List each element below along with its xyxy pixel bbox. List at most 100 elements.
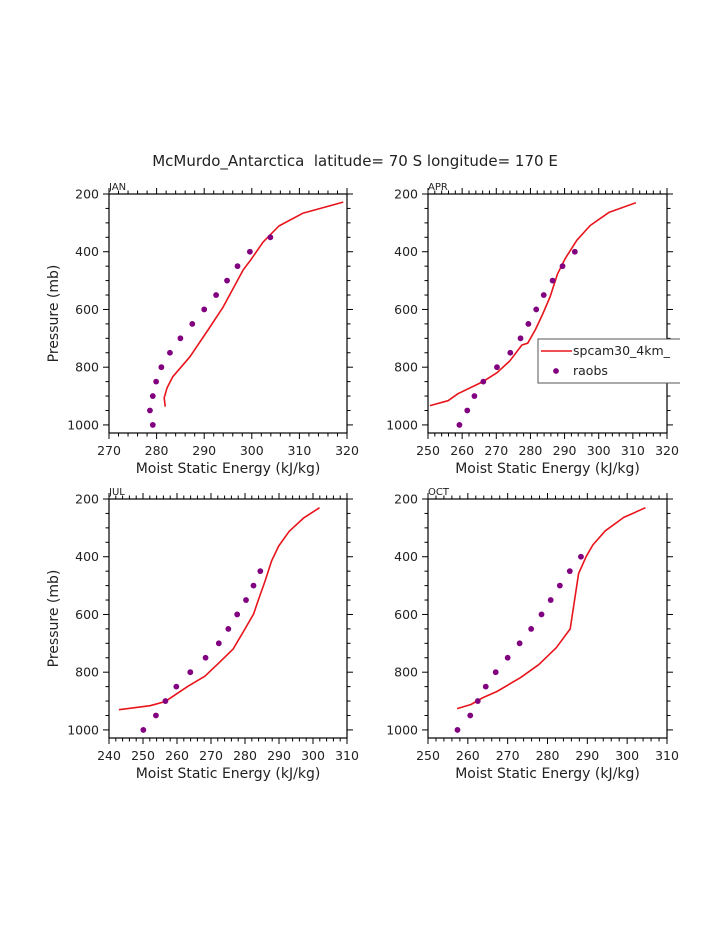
panel-jan: JAN 270 280 290 300 310 320 200 400 600 800 1000 Moi…	[46, 182, 359, 477]
legend-marker-swatch	[553, 368, 559, 374]
raobs-point	[149, 422, 156, 428]
legend-box	[537, 338, 680, 384]
x-tick-label: 290	[553, 443, 577, 458]
raobs-point	[215, 640, 222, 647]
x-tick-label: 270	[484, 443, 508, 458]
raobs-point	[538, 611, 545, 618]
raobs-point	[173, 683, 180, 690]
raobs-point	[213, 292, 220, 298]
x-tick-label: 310	[621, 443, 645, 458]
x-tick-label: 320	[335, 443, 359, 458]
y-tick-label: 1000	[386, 722, 418, 737]
y-tick-label: 800	[75, 360, 99, 375]
raobs-point	[474, 698, 481, 704]
y-tick-label: 200	[75, 492, 99, 507]
y-tick-label: 200	[394, 492, 418, 507]
x-tick-label: 280	[233, 748, 257, 763]
raobs-point	[246, 248, 253, 255]
raobs-point	[525, 320, 532, 327]
raobs-point	[517, 335, 524, 342]
x-tick-label: 280	[536, 748, 560, 763]
y-tick-label: 600	[394, 302, 418, 317]
x-tick-label: 290	[575, 748, 599, 763]
model-line-jan	[163, 201, 344, 407]
raobs-point	[158, 364, 165, 371]
raobs-point	[267, 234, 274, 241]
model-line-oct	[456, 506, 646, 710]
raobs-point	[549, 277, 556, 284]
raobs-point	[492, 669, 499, 676]
x-axis-label: Moist Static Energy (kJ/kg)	[455, 766, 640, 782]
x-tick-label: 290	[267, 748, 291, 763]
panels-group: JAN 270 280 290 300 310 320 200 400 600 800 1000 Moi…	[46, 182, 680, 782]
panel-jul: JUL 240 250 260 270 280 290 300 310 200 400 600 800 1…	[46, 487, 359, 782]
data-group	[454, 506, 646, 733]
x-tick-label: 320	[655, 443, 679, 458]
model-line-jul	[118, 507, 320, 711]
raobs-point	[250, 582, 257, 589]
plot-frame	[108, 498, 348, 739]
raobs-point	[177, 335, 184, 342]
y-tick-label: 800	[75, 665, 99, 680]
y-tick-label: 200	[75, 187, 99, 202]
y-axis-label: Pressure (mb)	[46, 265, 62, 363]
raobs-point	[454, 727, 461, 733]
raobs-point	[507, 349, 514, 356]
x-tick-label: 310	[335, 748, 359, 763]
raobs-point	[547, 597, 554, 603]
raobs-point	[140, 727, 147, 733]
x-tick-label: 240	[97, 748, 121, 763]
x-tick-label: 300	[587, 443, 611, 458]
x-tick-label: 270	[97, 443, 121, 458]
panel-label: JAN	[108, 182, 126, 193]
raobs-point	[153, 378, 160, 385]
y-tick-label: 400	[75, 244, 99, 259]
raobs-point	[147, 407, 153, 414]
x-tick-label: 300	[240, 443, 264, 458]
panel-oct: OCT 250 260 270 280 290 300 310 200 400 600 800 1000…	[386, 487, 679, 782]
raobs-point	[153, 712, 159, 719]
y-tick-label: 1000	[386, 417, 418, 432]
raobs-point	[471, 393, 478, 399]
x-axis-label: Moist Static Energy (kJ/kg)	[455, 461, 640, 477]
x-tick-label: 310	[287, 443, 311, 458]
legend-label-obs: raobs	[573, 363, 608, 378]
raobs-point	[464, 407, 471, 414]
raobs-point	[243, 597, 249, 603]
raobs-point	[187, 669, 194, 676]
x-tick-label: 280	[145, 443, 169, 458]
y-tick-label: 1000	[67, 417, 99, 432]
plot-frame	[427, 498, 668, 739]
panel-label: JUL	[108, 487, 125, 498]
data-group	[429, 201, 637, 428]
x-tick-label: 250	[416, 443, 440, 458]
raobs-point	[482, 683, 489, 690]
figure-title: McMurdo_Antarctica latitude= 70 S longit…	[152, 152, 558, 171]
data-group	[147, 201, 344, 428]
raobs-point	[528, 625, 535, 632]
y-tick-label: 200	[394, 187, 418, 202]
raobs-point	[257, 568, 264, 575]
y-tick-label: 400	[394, 549, 418, 564]
raobs-point	[556, 582, 563, 589]
raobs-point	[167, 349, 173, 356]
raobs-point	[578, 553, 584, 560]
y-tick-label: 800	[394, 665, 418, 680]
data-group	[118, 507, 320, 733]
plot-frame	[108, 193, 348, 434]
raobs-point	[224, 277, 230, 284]
raobs-point	[494, 364, 500, 371]
raobs-point	[516, 640, 523, 647]
y-axis-label: Pressure (mb)	[46, 570, 62, 668]
raobs-point	[225, 625, 232, 632]
raobs-point	[202, 654, 209, 661]
raobs-point	[234, 611, 241, 618]
y-tick-label: 600	[75, 302, 99, 317]
x-tick-label: 310	[655, 748, 679, 763]
legend: spcam30_4km_raobs	[537, 338, 680, 384]
raobs-point	[504, 654, 511, 661]
raobs-point	[234, 263, 241, 270]
raobs-point	[571, 248, 578, 255]
y-tick-label: 1000	[67, 722, 99, 737]
